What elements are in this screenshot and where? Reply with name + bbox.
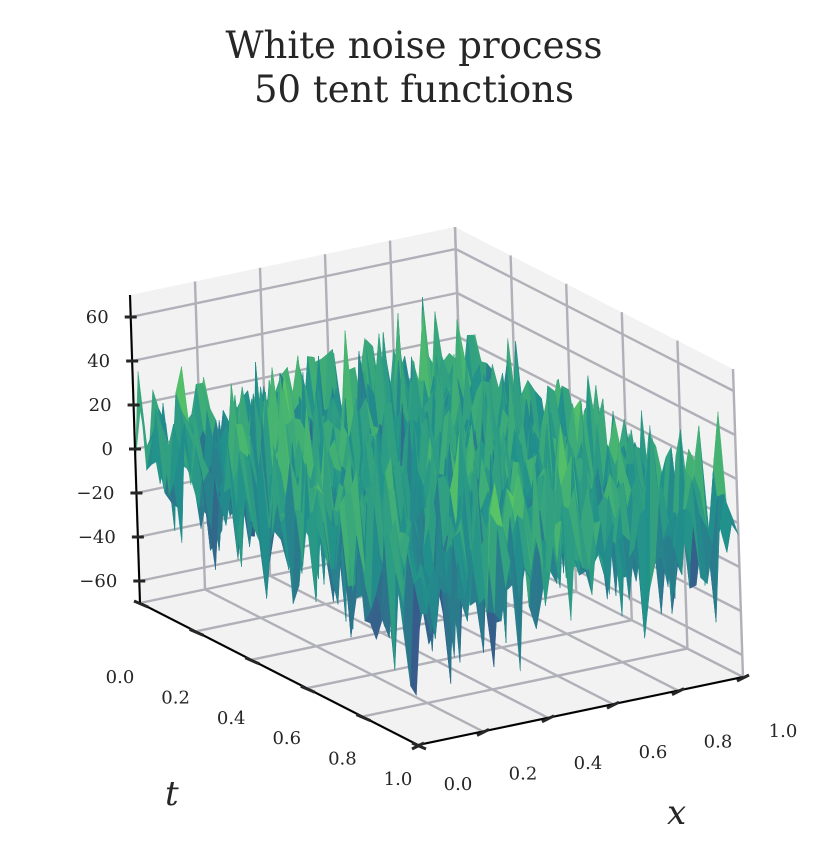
z-tick-label: 20 <box>89 395 112 416</box>
t-axis-label: t <box>165 774 179 814</box>
t-tick <box>355 713 371 722</box>
z-tick-label: −60 <box>79 571 117 592</box>
z-tick-label: 0 <box>102 439 113 460</box>
grid-left-z <box>131 291 458 363</box>
z-tick-label: 40 <box>87 351 110 372</box>
z-tick-label: 60 <box>86 307 109 328</box>
axis-ticks: 60 40 20 0 −20 −40 −60 0.0 0.0 0.2 0.2 0.4 0.4 0.6 0.6… <box>76 307 797 795</box>
x-tick <box>736 673 750 683</box>
grid-right-z <box>456 291 736 437</box>
t-tick-label: 0.0 <box>106 667 135 688</box>
t-tick-label: 0.4 <box>217 708 246 729</box>
t-tick-label: 0.2 <box>161 687 190 708</box>
x-tick <box>606 700 620 710</box>
chart-title-line-1: White noise process <box>225 24 603 67</box>
t-tick <box>300 684 316 694</box>
z-tick-label: −20 <box>76 483 114 504</box>
t-tick <box>133 599 149 609</box>
x-tick-label: 0.2 <box>509 763 538 784</box>
t-tick <box>189 628 205 637</box>
x-tick-label: 0.0 <box>444 774 473 795</box>
grid-left-z <box>130 247 456 319</box>
grid-floor-t <box>362 647 688 718</box>
chart-title-line-2: 50 tent functions <box>254 68 574 111</box>
grid-floor-t <box>306 619 633 690</box>
t-tick-label: 1.0 <box>384 769 413 790</box>
t-tick-label: 0.8 <box>328 749 357 770</box>
x-tick-label: 0.4 <box>574 753 603 774</box>
t-tick-label: 0.6 <box>272 728 301 749</box>
t-tick <box>411 741 427 751</box>
x-tick <box>476 728 490 737</box>
x-tick-label: 1.0 <box>769 721 798 742</box>
x-axis-label: x <box>667 793 686 833</box>
grid-floor-x <box>204 588 484 733</box>
grid-right-z <box>455 247 735 393</box>
x-tick <box>541 714 555 724</box>
t-axis-line <box>139 602 419 746</box>
surface-patch <box>410 584 421 697</box>
x-tick-label: 0.8 <box>704 732 733 753</box>
x-tick-label: 0.6 <box>639 742 668 763</box>
x-axis-line <box>417 676 744 746</box>
x-tick <box>671 687 685 696</box>
z-tick-label: −40 <box>78 527 116 548</box>
noise-surface <box>135 297 739 697</box>
t-tick <box>244 656 260 666</box>
